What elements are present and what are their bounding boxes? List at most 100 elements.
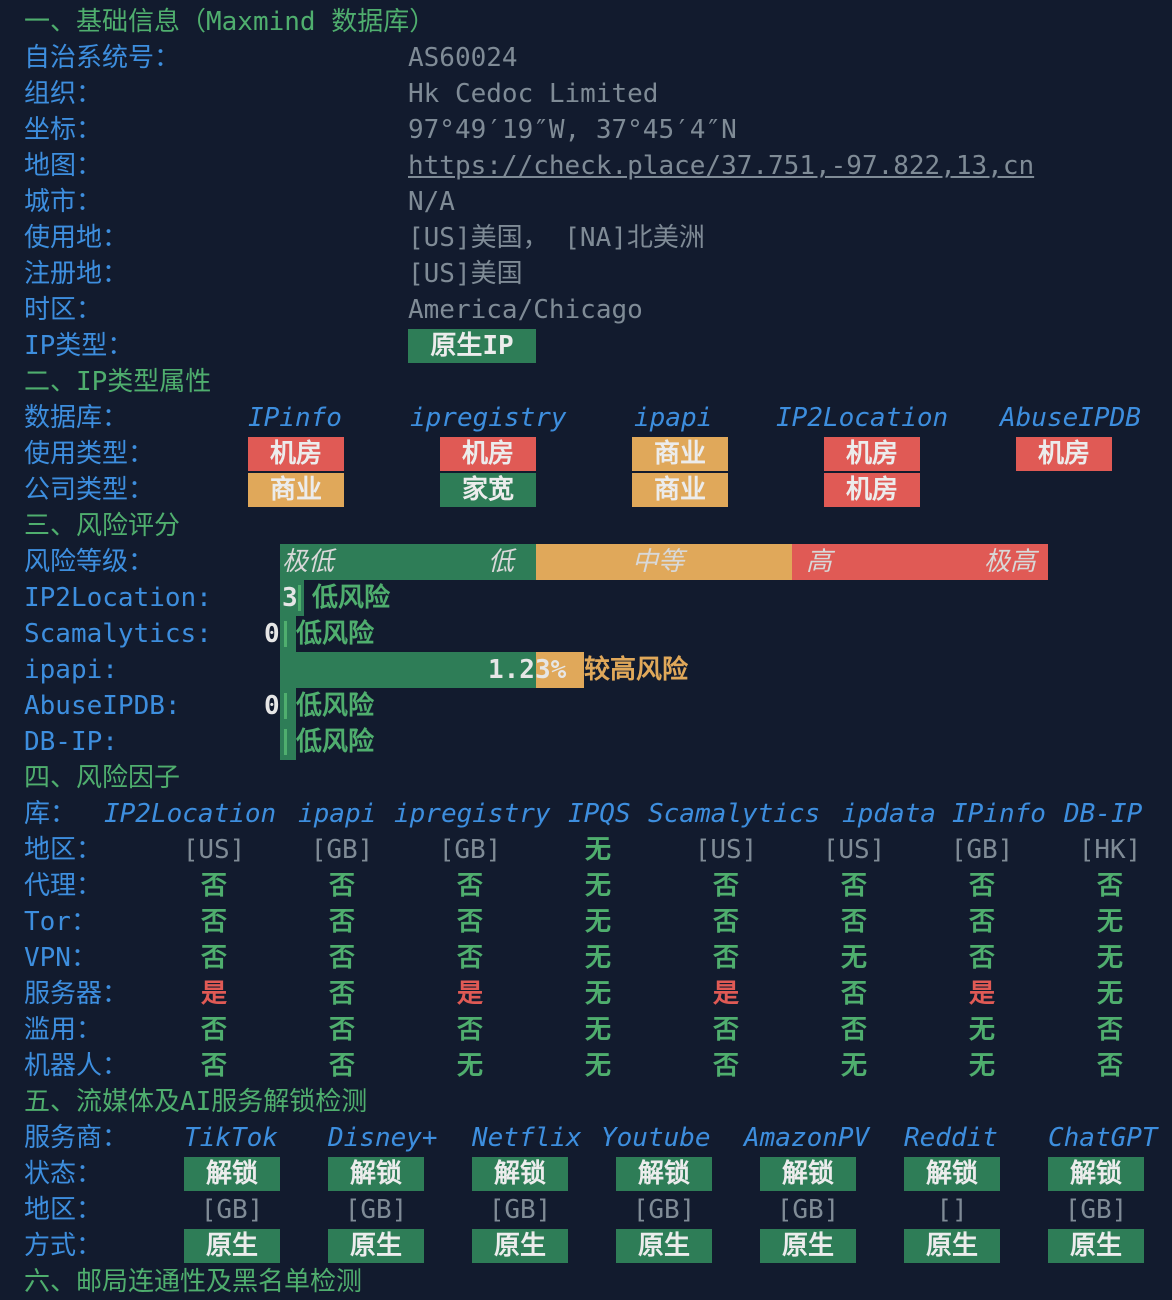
factor-value: 否 bbox=[712, 943, 739, 973]
separator bbox=[580, 657, 583, 683]
field-label: 注册地： bbox=[24, 259, 129, 289]
database-name: ipapi bbox=[298, 799, 377, 829]
region-value: [] bbox=[936, 1195, 968, 1225]
factor-value: 否 bbox=[840, 979, 867, 1009]
factor-label: 滥用： bbox=[24, 1015, 103, 1045]
field-value: N/A bbox=[408, 187, 455, 217]
field-label: 时区： bbox=[24, 295, 103, 325]
scale-label: 低 bbox=[488, 547, 515, 577]
region-value: [GB] bbox=[776, 1195, 840, 1225]
status-tag: 解锁 bbox=[616, 1157, 712, 1191]
factor-value: [GB] bbox=[438, 835, 502, 865]
factor-value: [US] bbox=[182, 835, 246, 865]
factor-value: [US] bbox=[822, 835, 886, 865]
field-label: 自治系统号： bbox=[24, 43, 181, 73]
factor-value: 无 bbox=[968, 1051, 995, 1081]
field-value: [US]美国， [NA]北美洲 bbox=[408, 223, 705, 253]
risk-bar bbox=[280, 688, 296, 724]
factor-value: 无 bbox=[840, 943, 867, 973]
factor-value: 否 bbox=[328, 871, 355, 901]
database-name: IPinfo bbox=[248, 403, 342, 433]
factor-value: 否 bbox=[328, 907, 355, 937]
scale-label: 中等 bbox=[632, 547, 685, 577]
region-value: [GB] bbox=[344, 1195, 408, 1225]
factor-value: 否 bbox=[840, 871, 867, 901]
region-value: [GB] bbox=[632, 1195, 696, 1225]
status-tag: 解锁 bbox=[760, 1157, 856, 1191]
factor-value: 无 bbox=[584, 979, 611, 1009]
status-tag: 解锁 bbox=[904, 1157, 1000, 1191]
factor-value: 无 bbox=[1096, 907, 1123, 937]
scale-label: 极高 bbox=[984, 547, 1037, 577]
database-name: IPinfo bbox=[952, 799, 1046, 829]
risk-level: 低风险 bbox=[296, 691, 375, 721]
risk-score: 0 bbox=[264, 619, 280, 649]
risk-label: AbuseIPDB: bbox=[24, 691, 181, 721]
database-name: IP2Location bbox=[104, 799, 277, 829]
database-name: IPQS bbox=[568, 799, 631, 829]
section-title: 二、IP类型属性 bbox=[24, 367, 212, 397]
database-name: AbuseIPDB bbox=[1000, 403, 1141, 433]
factor-value: 否 bbox=[200, 943, 227, 973]
factor-label: 地区： bbox=[24, 835, 103, 865]
factor-value: 否 bbox=[200, 907, 227, 937]
risk-score: 3 bbox=[282, 583, 298, 613]
field-value: [US]美国 bbox=[408, 259, 523, 289]
separator bbox=[284, 729, 287, 755]
risk-score: 0 bbox=[264, 691, 280, 721]
method-tag: 原生 bbox=[760, 1229, 856, 1263]
factor-value: 否 bbox=[968, 943, 995, 973]
factor-value: 无 bbox=[968, 1015, 995, 1045]
factor-value: 否 bbox=[200, 1015, 227, 1045]
scale-label: 高 bbox=[806, 547, 833, 577]
factor-value: 否 bbox=[200, 871, 227, 901]
provider-name: Disney+ bbox=[328, 1123, 438, 1153]
row-label: 公司类型： bbox=[24, 475, 155, 505]
row-label: 状态： bbox=[24, 1159, 103, 1189]
factor-value: 无 bbox=[584, 907, 611, 937]
method-tag: 原生 bbox=[1048, 1229, 1144, 1263]
factor-value: 是 bbox=[712, 979, 739, 1009]
usage-tag: 机房 bbox=[440, 437, 536, 471]
risk-level: 低风险 bbox=[296, 619, 375, 649]
database-name: Scamalytics bbox=[648, 799, 821, 829]
field-label: 使用地： bbox=[24, 223, 129, 253]
factor-value: [GB] bbox=[950, 835, 1014, 865]
method-tag: 原生 bbox=[184, 1229, 280, 1263]
factor-value: 否 bbox=[200, 1051, 227, 1081]
region-value: [GB] bbox=[488, 1195, 552, 1225]
field-value: Hk Cedoc Limited bbox=[408, 79, 659, 109]
scale-low bbox=[280, 544, 536, 580]
row-label: 方式： bbox=[24, 1231, 103, 1261]
factor-value: 是 bbox=[200, 979, 227, 1009]
row-label: 风险等级： bbox=[24, 547, 155, 577]
factor-value: 无 bbox=[1096, 943, 1123, 973]
risk-level: 低风险 bbox=[312, 583, 391, 613]
risk-bar-high bbox=[536, 652, 584, 688]
region-value: [GB] bbox=[200, 1195, 264, 1225]
database-name: IP2Location bbox=[776, 403, 949, 433]
database-name: ipregistry bbox=[394, 799, 551, 829]
field-value: America/Chicago bbox=[408, 295, 643, 325]
factor-value: 无 bbox=[584, 1015, 611, 1045]
company-tag: 商业 bbox=[632, 473, 728, 507]
field-label: 地图： bbox=[24, 151, 103, 181]
separator bbox=[284, 621, 287, 647]
factor-value: [GB] bbox=[310, 835, 374, 865]
status-tag: 解锁 bbox=[1048, 1157, 1144, 1191]
risk-bar bbox=[280, 616, 296, 652]
field-value[interactable]: https://check.place/37.751,-97.822,13,cn bbox=[408, 151, 1035, 181]
status-tag: 解锁 bbox=[328, 1157, 424, 1191]
provider-name: Youtube bbox=[601, 1123, 711, 1153]
risk-label: IP2Location: bbox=[24, 583, 212, 613]
region-value: [GB] bbox=[1064, 1195, 1128, 1225]
field-value: 97°49′19″W, 37°45′4″N bbox=[408, 115, 737, 145]
factor-value: 否 bbox=[328, 1015, 355, 1045]
field-label: IP类型： bbox=[24, 331, 134, 361]
usage-tag: 机房 bbox=[248, 437, 344, 471]
factor-value: 否 bbox=[1096, 871, 1123, 901]
risk-score: 1.23% bbox=[488, 655, 567, 685]
section-title: 四、风险因子 bbox=[24, 763, 181, 793]
factor-value: 否 bbox=[712, 1051, 739, 1081]
